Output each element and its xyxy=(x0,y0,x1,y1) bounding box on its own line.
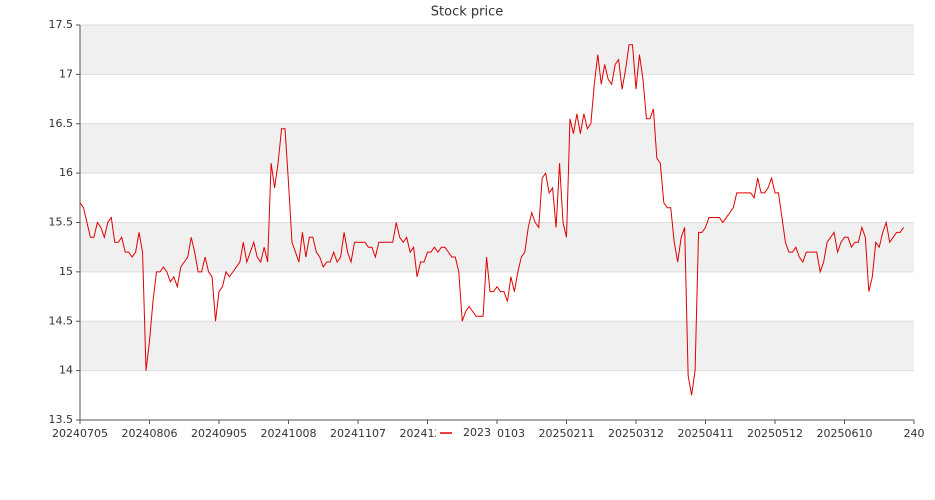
grid-band xyxy=(80,123,914,174)
grid-band xyxy=(80,321,914,371)
y-tick-label: 17.5 xyxy=(49,18,74,31)
grid-band xyxy=(80,25,914,75)
grid-band xyxy=(80,222,914,272)
y-tick-label: 17 xyxy=(59,67,73,80)
data-line xyxy=(79,44,904,396)
x-tick-label: 20241008 xyxy=(261,427,317,440)
x-tick-label: 20250312 xyxy=(608,427,664,440)
x-tick-label: 20250610 xyxy=(817,427,873,440)
y-tick-label: 16 xyxy=(59,166,73,179)
y-tick-label: 15 xyxy=(59,265,73,278)
x-tick-label: 20250411 xyxy=(678,427,734,440)
y-tick-label: 16.5 xyxy=(49,117,74,130)
y-tick-label: 15.5 xyxy=(49,216,74,229)
x-tick-label: 20241107 xyxy=(330,427,386,440)
legend-label: 2023 xyxy=(463,426,491,439)
x-tick-label: 20250211 xyxy=(539,427,595,440)
x-tick-label: 20240705 xyxy=(52,427,108,440)
y-tick-label: 14.5 xyxy=(49,314,74,327)
x-tick-label: 240 xyxy=(904,427,925,440)
legend: 2023 xyxy=(436,424,496,442)
y-tick-label: 14 xyxy=(59,364,73,377)
x-tick-label: 20240905 xyxy=(191,427,247,440)
x-tick-label: 20240806 xyxy=(122,427,178,440)
x-tick-label: 20250512 xyxy=(747,427,803,440)
chart-title: Stock price xyxy=(431,5,503,20)
legend-box xyxy=(436,424,496,442)
y-tick-label: 13.5 xyxy=(49,413,74,426)
